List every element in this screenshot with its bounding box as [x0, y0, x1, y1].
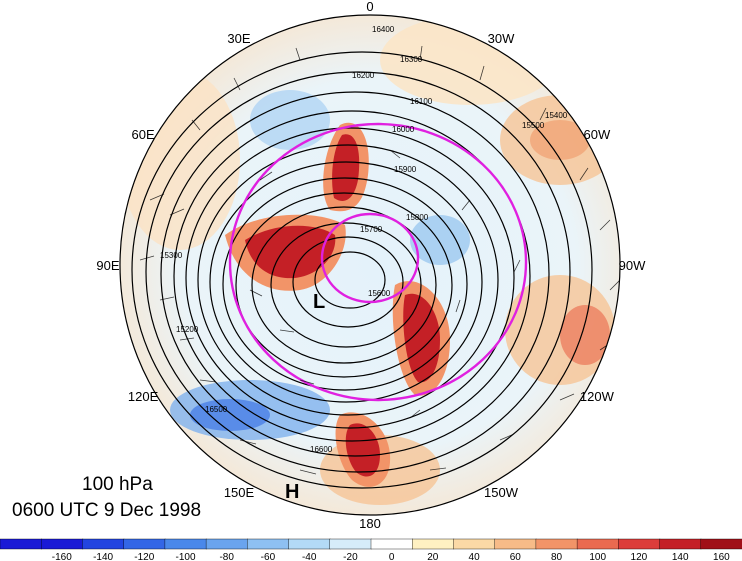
colorbar-tick-label: -40	[302, 552, 317, 561]
contour-label: 16100	[410, 97, 433, 106]
map-disk	[120, 15, 620, 515]
colorbar-tick-label: 0	[389, 552, 395, 561]
longitude-label-0: 0	[366, 0, 373, 14]
longitude-label-30w: 30W	[488, 31, 515, 46]
contour-label: 15300	[160, 251, 183, 260]
colorbar-tick-labels: -160 -140 -120 -100 -80 -60 -40 -20 0 20 40 60 80 100…	[52, 552, 730, 561]
map-boundary	[119, 14, 621, 516]
contour-label: 16300	[400, 55, 423, 64]
contour-label: 16200	[352, 71, 375, 80]
colorbar-box	[576, 538, 619, 550]
colorbar-box	[659, 538, 702, 550]
longitude-label-30e: 30E	[227, 31, 250, 46]
longitude-label-150e: 150E	[224, 485, 255, 500]
colorbar-tick-label: 120	[631, 552, 648, 561]
high-pressure-center: H	[285, 481, 299, 503]
colorbar-box	[700, 538, 742, 550]
colorbar-tick-label: 140	[672, 552, 689, 561]
colorbar-tick-label: 80	[551, 552, 563, 561]
longitude-label-180: 180	[359, 516, 381, 530]
contour-label: 16000	[392, 125, 415, 134]
pressure-level-caption: 100 hPa	[82, 474, 153, 495]
colorbar-box	[370, 538, 413, 550]
anomaly-colorbar: -160 -140 -120 -100 -80 -60 -40 -20 0 20 40 60 80 100…	[0, 538, 742, 561]
colorbar-box	[41, 538, 84, 550]
colorbar-box	[82, 538, 125, 550]
longitude-label-150w: 150W	[484, 485, 519, 500]
colorbar-tick-label: -100	[175, 552, 195, 561]
contour-label: 15800	[406, 213, 429, 222]
colorbar-tick-label: 40	[469, 552, 481, 561]
colorbar-tick-label: -60	[261, 552, 276, 561]
valid-time-caption: 0600 UTC 9 Dec 1998	[12, 500, 202, 521]
colorbar-box	[535, 538, 578, 550]
longitude-label-90e: 90E	[96, 258, 119, 273]
colorbar-box	[494, 538, 537, 550]
longitude-label-90w: 90W	[619, 258, 646, 273]
contour-label: 15600	[368, 289, 391, 298]
colorbar-tick-label: -140	[93, 552, 113, 561]
height-contours	[131, 51, 593, 489]
contour-label: 16400	[372, 25, 395, 34]
colorbar-box	[288, 538, 331, 550]
colorbar-tick-label: 60	[510, 552, 522, 561]
contour-label: 16600	[310, 445, 333, 454]
low-pressure-center: L	[313, 291, 325, 313]
colorbar-tick-label: -80	[219, 552, 234, 561]
colorbar-tick-label: 100	[589, 552, 606, 561]
contour-label: 15200	[176, 325, 199, 334]
colorbar-tick-label: -120	[134, 552, 154, 561]
colorbar-box	[618, 538, 661, 550]
colorbar-tick-label: 160	[713, 552, 730, 561]
colorbar-box	[329, 538, 372, 550]
colorbar-box	[164, 538, 207, 550]
jet-isotachs	[228, 122, 528, 402]
colorbar-box	[123, 538, 166, 550]
longitude-labels: 0 30W 60W 90W 120W 150W 180 150E 120E 90E 60E 30E	[96, 0, 646, 530]
contour-label: 15700	[360, 225, 383, 234]
colorbar-tick-label: -20	[343, 552, 358, 561]
longitude-label-60e: 60E	[132, 127, 155, 142]
polar-stereographic-map: 16400 16300 16200 16100 16000 15900 15800 15700…	[96, 0, 646, 530]
contour-label: 15900	[394, 165, 417, 174]
longitude-label-120w: 120W	[580, 389, 615, 404]
longitude-label-60w: 60W	[584, 127, 611, 142]
contour-label: 15500	[522, 121, 545, 130]
colorbar-box	[0, 538, 42, 550]
colorbar-boxes	[0, 538, 742, 550]
colorbar-tick-label: -160	[52, 552, 72, 561]
contour-label: 15400	[545, 111, 568, 120]
contour-labels: 16400 16300 16200 16100 16000 15900 15800 15700…	[160, 25, 568, 454]
contour-label: 16500	[205, 405, 228, 414]
colorbar-tick-label: 20	[427, 552, 439, 561]
longitude-label-120e: 120E	[128, 389, 159, 404]
colorbar-box	[453, 538, 496, 550]
colorbar-box	[412, 538, 455, 550]
colorbar-box	[205, 538, 249, 550]
wind-barbs	[139, 45, 620, 475]
colorbar-box	[247, 538, 290, 550]
